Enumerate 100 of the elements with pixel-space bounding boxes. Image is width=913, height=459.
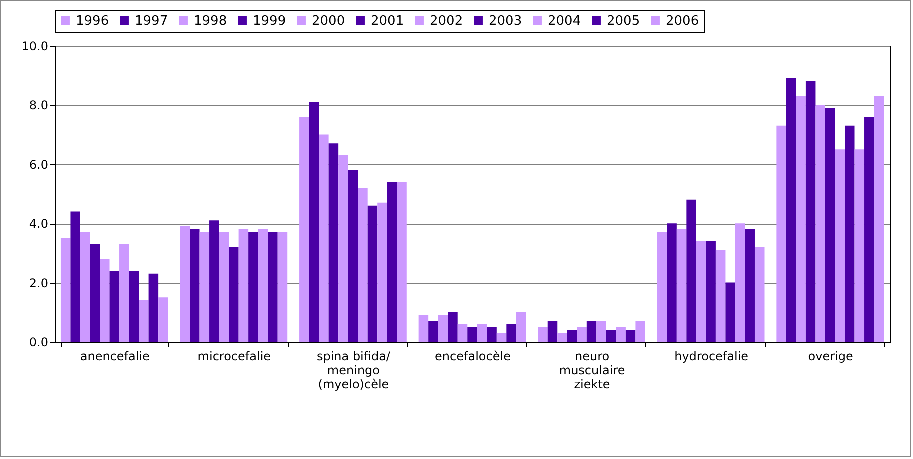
bar (219, 232, 230, 342)
bar (238, 230, 249, 342)
bar (626, 330, 636, 342)
legend-label: 2003 (489, 14, 522, 29)
bar (110, 270, 120, 342)
bar (616, 327, 626, 342)
bar (438, 315, 448, 342)
bar (80, 232, 90, 342)
x-tick-label: hydrocefalie (674, 350, 749, 364)
bar (806, 82, 816, 342)
bar (716, 250, 726, 342)
bar (825, 108, 836, 342)
y-tick-label: 4.0 (29, 217, 48, 232)
bar (548, 321, 558, 342)
bar (258, 230, 268, 342)
bar (468, 327, 478, 342)
bar (300, 117, 310, 342)
bar (657, 232, 668, 342)
bar (567, 330, 578, 342)
bar (309, 102, 320, 342)
legend-label: 2000 (312, 14, 346, 29)
bar (735, 224, 746, 342)
bar (786, 78, 796, 342)
bar (200, 232, 210, 342)
bar (428, 321, 438, 342)
bar (229, 247, 239, 342)
bar (387, 182, 398, 342)
bar (696, 241, 706, 342)
legend-label: 2001 (371, 14, 404, 29)
x-tick-label: encefalocèle (435, 350, 511, 364)
x-tick-label: microcefalie (198, 350, 272, 364)
bar (596, 321, 606, 342)
bar (477, 324, 488, 342)
y-tick-label: 2.0 (29, 276, 48, 290)
bar (278, 232, 288, 342)
y-tick-label: 0.0 (29, 336, 48, 350)
bar (577, 327, 587, 342)
y-tick-label: 6.0 (29, 158, 48, 172)
bar (139, 300, 149, 342)
x-tick-label: spina bifida/ meningo (myelo)cèle (316, 350, 392, 392)
y-tick-label: 10.0 (22, 40, 48, 54)
bar (506, 324, 516, 342)
legend-label: 1996 (76, 14, 110, 29)
bar (754, 247, 765, 342)
bar (538, 327, 548, 342)
bar (378, 202, 388, 342)
bar (844, 126, 855, 342)
bar (190, 230, 200, 342)
bar (70, 212, 80, 342)
bar (667, 224, 677, 342)
bar (487, 327, 497, 342)
bar (210, 220, 220, 342)
bar (148, 274, 159, 342)
bar (864, 117, 874, 342)
legend-label: 2006 (666, 14, 700, 29)
bar (706, 241, 716, 342)
legend-label: 2004 (548, 14, 582, 29)
bar (726, 282, 736, 342)
bar (100, 259, 110, 342)
bar (358, 188, 368, 342)
bar (328, 144, 339, 342)
bar (636, 321, 646, 342)
x-tick-label: anencefalie (80, 350, 150, 364)
legend-label: 2002 (430, 14, 464, 29)
bar (874, 96, 884, 342)
bar (60, 238, 71, 342)
bar (796, 96, 806, 342)
bar (397, 182, 407, 342)
bar (120, 244, 130, 342)
bar (90, 244, 100, 342)
bar (248, 232, 258, 342)
bar (835, 150, 845, 342)
legend-label: 1999 (253, 14, 286, 29)
bar (676, 230, 687, 342)
bar (776, 126, 786, 342)
legend-label: 1997 (135, 14, 168, 29)
bar (586, 321, 597, 342)
bar (516, 312, 526, 342)
bar (319, 134, 329, 342)
bar (745, 230, 755, 342)
bar (338, 156, 348, 342)
bar (686, 200, 696, 342)
bar (558, 333, 568, 342)
bar (448, 312, 458, 342)
y-tick-label: 8.0 (29, 98, 48, 113)
bar (368, 206, 378, 342)
bar (348, 170, 358, 342)
x-tick-label: overige (808, 350, 854, 364)
bar (458, 324, 468, 342)
bar (816, 105, 826, 342)
bar (129, 270, 140, 342)
legend-label: 2005 (607, 14, 640, 29)
bar (158, 298, 168, 342)
bar (180, 226, 190, 342)
x-tick-label: neuro musculaire ziekte (559, 350, 626, 392)
bar (606, 330, 616, 342)
bar (496, 333, 507, 342)
bar (854, 150, 865, 342)
bar (268, 232, 278, 342)
legend-label: 1998 (194, 14, 228, 29)
